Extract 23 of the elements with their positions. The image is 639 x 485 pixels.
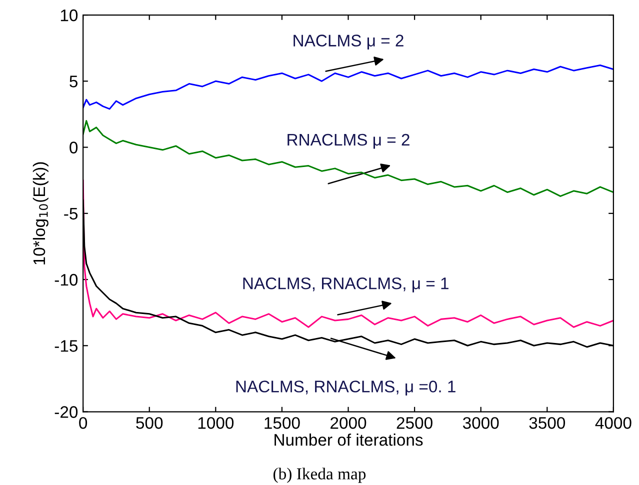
x-tick-label: 1500	[264, 417, 300, 429]
x-tick-label: 2500	[396, 417, 432, 429]
annotation: NACLMS μ = 2	[294, 34, 404, 50]
y-tick-label: -5	[64, 208, 78, 220]
annotation: NACLMS, RNACLMS, μ =0. 1	[236, 380, 456, 396]
x-tick-label: 3000	[462, 417, 499, 429]
annotation: RNACLMS μ = 2	[288, 134, 410, 149]
y-tick-label: -20	[54, 406, 78, 418]
x-tick-label: 3500	[529, 417, 566, 429]
y-axis-title: 10*log$_{10}$(E(k))	[32, 162, 48, 264]
y-tick-label: -15	[54, 340, 78, 352]
x-tick-label: 2000	[330, 417, 366, 429]
x-tick-label: 4000	[595, 417, 632, 429]
y-tick-label: 10	[60, 9, 78, 22]
annotation: NACLMS, RNACLMS, μ = 1	[243, 277, 448, 292]
x-tick-label: 1000	[198, 417, 234, 429]
y-tick-label: 0	[70, 142, 78, 154]
y-tick-label: -10	[54, 274, 78, 286]
x-axis-title: Number of iterations	[274, 434, 423, 446]
text: (b) Ikeda map	[273, 468, 366, 483]
x-tick-label: 0	[79, 417, 88, 429]
x-tick-label: 500	[136, 417, 163, 429]
y-tick-label: 5	[70, 76, 78, 88]
